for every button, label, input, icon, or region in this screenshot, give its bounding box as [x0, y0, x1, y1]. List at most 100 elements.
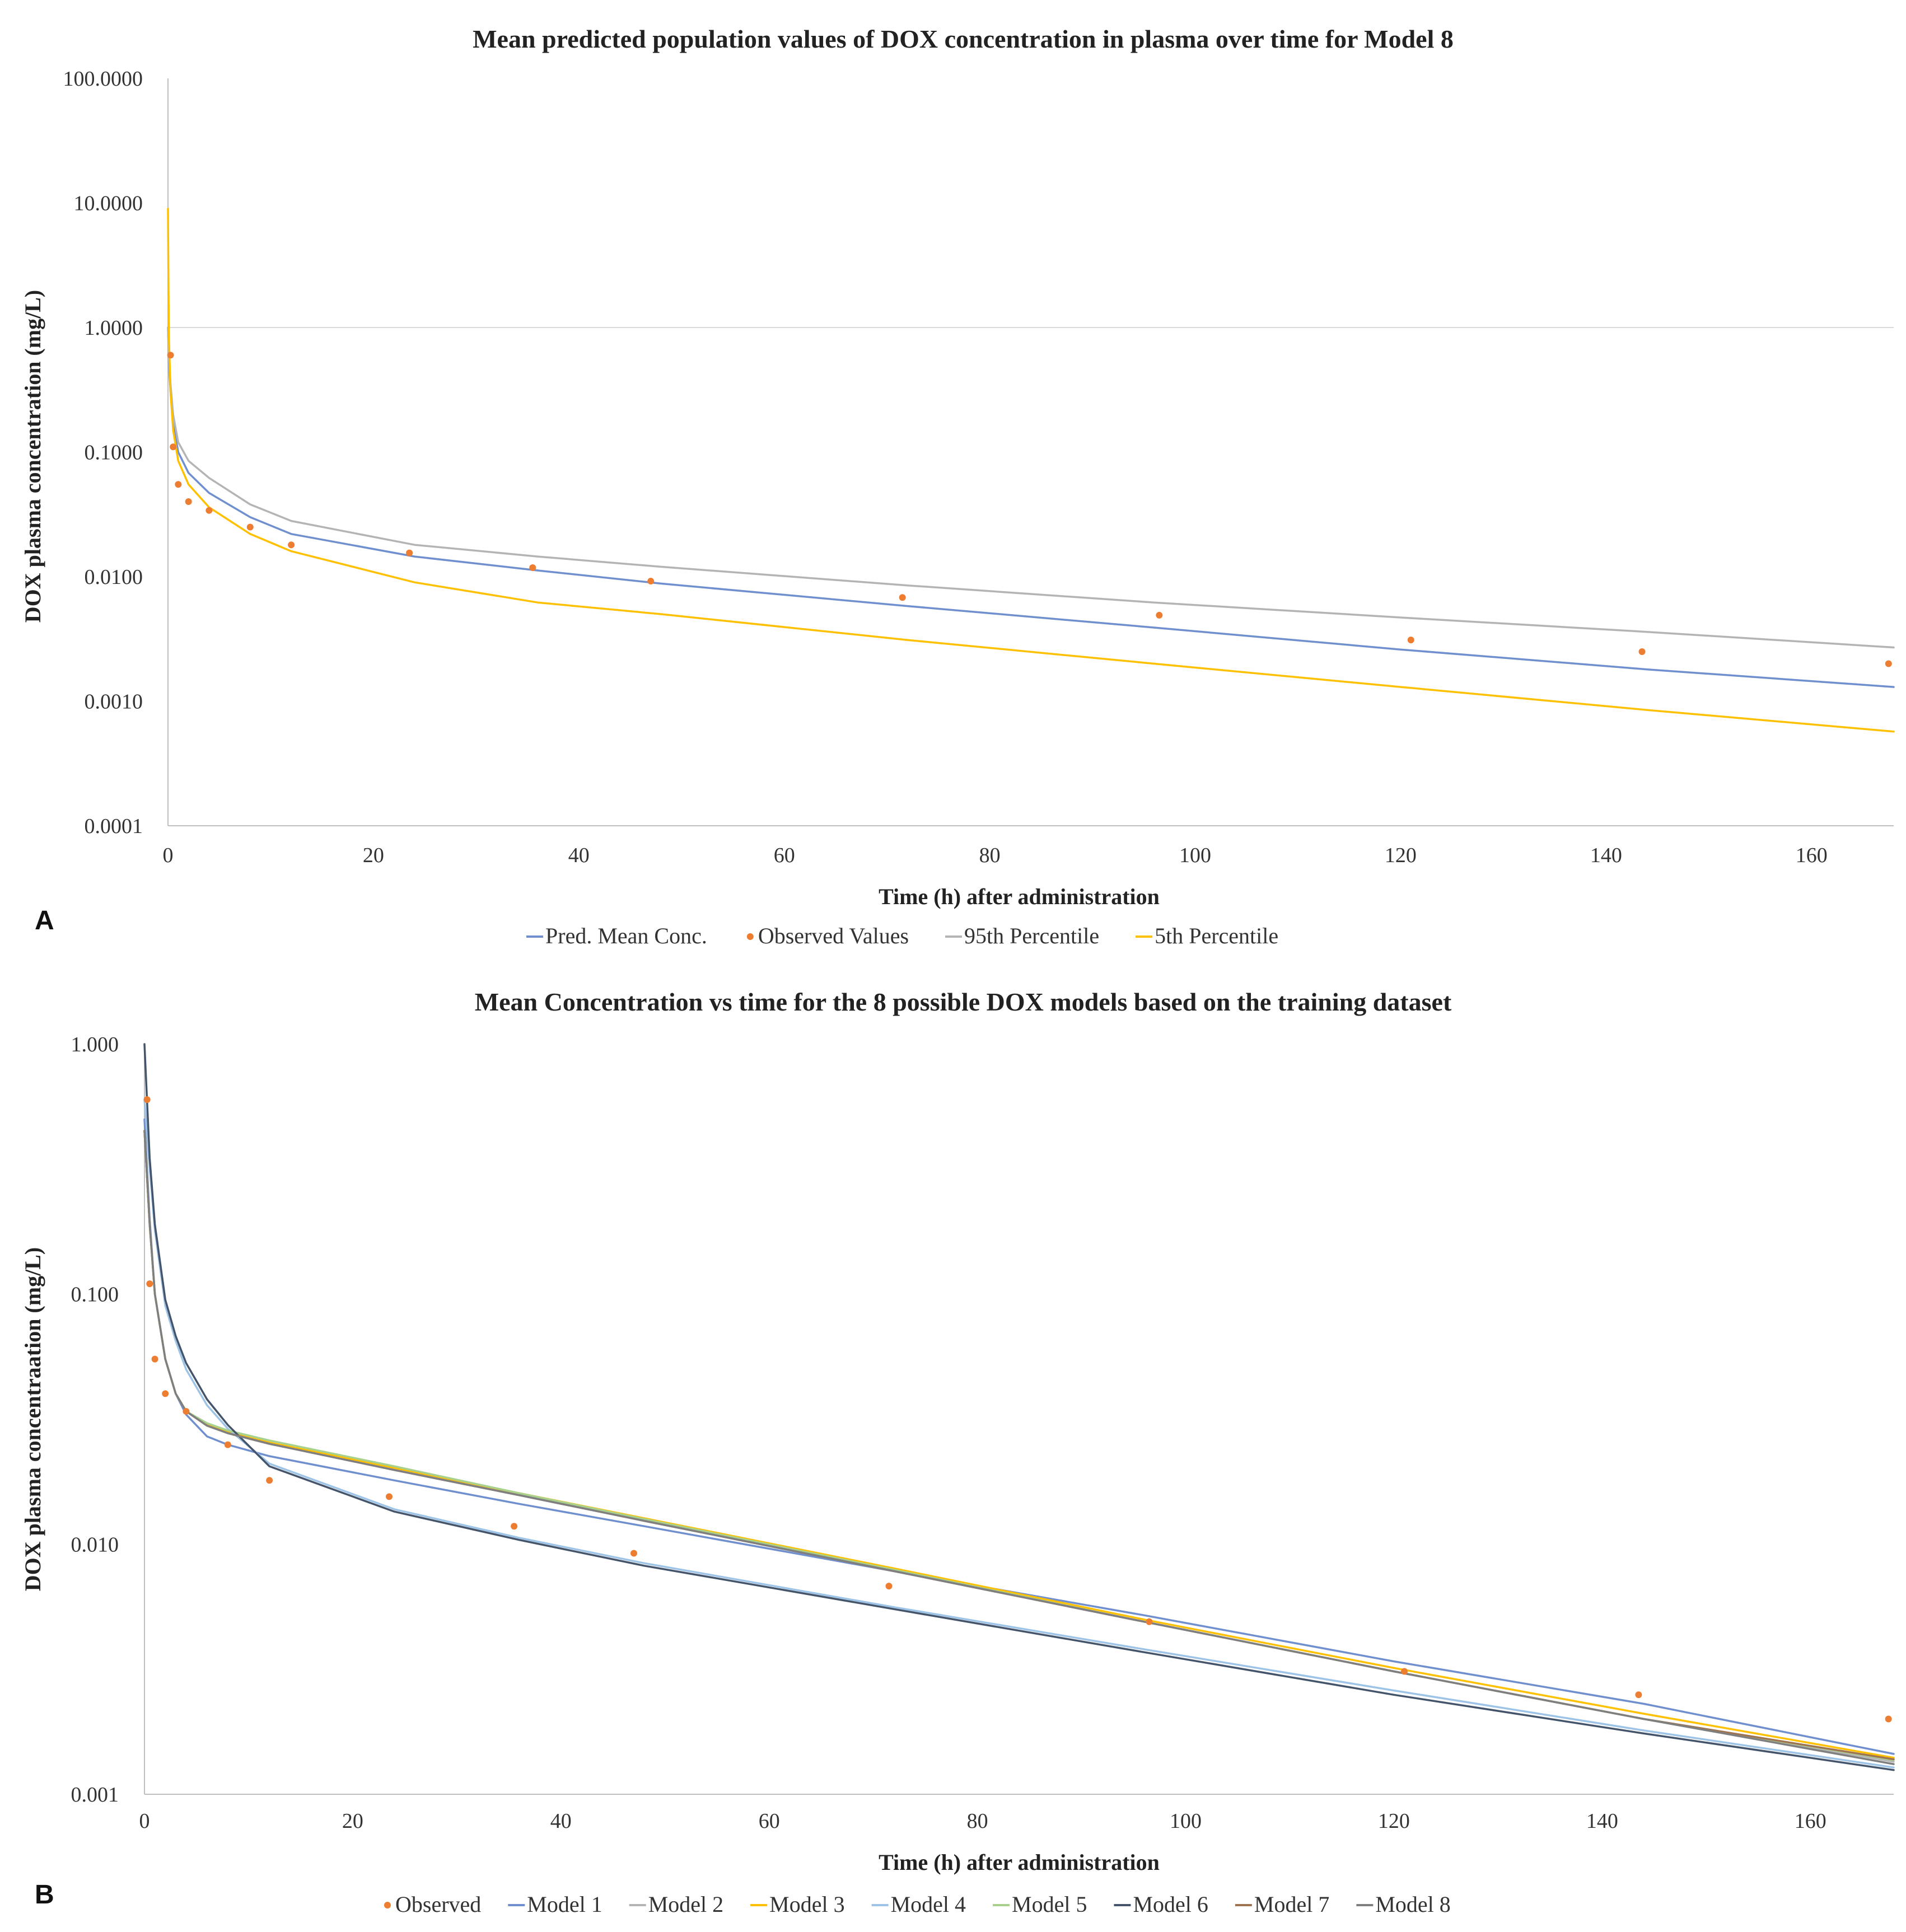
chart-a-point-observed-values — [205, 507, 213, 514]
chart-b-legend-label: Model 7 — [1254, 1892, 1329, 1917]
chart-a-line-5th-percentile — [167, 207, 1895, 733]
chart-a-legend-label: Pred. Mean Conc. — [545, 923, 707, 948]
chart-b-legend-item-model-8: Model 8 — [1356, 1892, 1451, 1917]
chart-a-x-ticks: 0 20 40 60 80 100 120 140 160 — [163, 844, 1828, 867]
chart-a-point-observed-values — [647, 578, 655, 585]
chart-a-y-ticks: 0.0001 0.0010 0.0100 0.1000 1.0000 10.0000 100… — [63, 67, 143, 838]
chart-b-line-model-3 — [143, 1130, 1895, 1759]
chart-a-x-tick-label: 100 — [1179, 844, 1211, 867]
chart-b-legend-item-model-2: Model 2 — [629, 1892, 723, 1917]
chart-b-line-model-4 — [143, 1098, 1895, 1769]
chart-b-y-ticks: 0.001 0.010 0.100 1.000 — [71, 1033, 119, 1807]
chart-b-point-observed — [183, 1407, 190, 1415]
chart-a-point-observed-values — [1885, 660, 1892, 667]
chart-b-legend-item-model-1: Model 1 — [508, 1892, 602, 1917]
chart-a-point-observed-values — [175, 481, 182, 488]
chart-b-line-model-8 — [143, 1130, 1895, 1765]
chart-b-point-observed — [511, 1523, 518, 1530]
chart-a-point-observed-values — [167, 352, 174, 359]
chart-b-legend-item-observed: Observed — [384, 1892, 481, 1917]
chart-b-x-tick-label: 80 — [967, 1809, 988, 1833]
chart-b-y-tick-label: 0.100 — [71, 1283, 119, 1307]
chart-b-legend-label: Model 6 — [1133, 1892, 1208, 1917]
chart-a-x-tick-label: 60 — [774, 844, 795, 867]
chart-a-line-pred-mean-conc — [167, 326, 1895, 688]
chart-b-x-tick-label: 0 — [139, 1809, 150, 1833]
chart-a-legend-item-95th-percentile: 95th Percentile — [945, 923, 1099, 948]
chart-b-y-tick-label: 0.010 — [71, 1533, 119, 1556]
chart-a-point-observed-values — [406, 549, 413, 556]
chart-b-legend-label: Model 5 — [1012, 1892, 1087, 1917]
chart-b-point-observed — [1401, 1668, 1408, 1675]
chart-b-legend-item-model-5: Model 5 — [993, 1892, 1087, 1917]
chart-a-point-observed-values — [288, 541, 295, 549]
chart-b-point-observed — [630, 1550, 637, 1557]
chart-b-y-tick-label: 0.001 — [71, 1783, 119, 1807]
chart-a-y-tick-label: 100.0000 — [63, 67, 143, 91]
chart-a-legend-item-observed-values: Observed Values — [746, 923, 909, 948]
chart-b-point-observed — [1146, 1618, 1153, 1625]
chart-a-y-axis-label: DOX plasma concentration (mg/L) — [20, 290, 45, 623]
chart-b-x-tick-label: 160 — [1795, 1809, 1826, 1833]
chart-b-legend-item-model-3: Model 3 — [750, 1892, 845, 1917]
chart-a-y-tick-label: 10.0000 — [74, 192, 143, 216]
chart-a-legend-label: Observed Values — [758, 923, 909, 948]
chart-a-legend-marker — [746, 933, 754, 940]
chart-b-line-model-6 — [143, 1043, 1895, 1771]
chart-a-y-tick-label: 0.0100 — [85, 565, 143, 589]
chart-b-x-tick-label: 120 — [1378, 1809, 1410, 1833]
chart-b-legend-label: Observed — [395, 1892, 481, 1917]
chart-a-x-tick-label: 20 — [363, 844, 384, 867]
chart-b-point-observed — [266, 1477, 273, 1484]
chart-b-point-observed — [151, 1355, 158, 1363]
chart-b-series — [143, 1043, 1895, 1771]
chart-a-y-tick-label: 1.0000 — [85, 316, 143, 340]
panel-a: Mean predicted population values of DOX … — [20, 25, 1895, 948]
chart-b-line-model-2 — [143, 1130, 1895, 1763]
chart-b-x-tick-label: 40 — [550, 1809, 572, 1833]
chart-a-series — [167, 207, 1895, 733]
chart-b-title: Mean Concentration vs time for the 8 pos… — [475, 988, 1452, 1016]
chart-a-gridlines — [167, 78, 1894, 826]
chart-b-legend-label: Model 1 — [527, 1892, 602, 1917]
chart-b-point-observed — [1635, 1691, 1642, 1699]
chart-a-point-observed-values — [185, 498, 192, 506]
chart-b-point-observed — [885, 1583, 893, 1590]
chart-a-point-observed-values — [1638, 648, 1646, 655]
chart-a-point-observed-values — [529, 564, 536, 572]
chart-a-x-tick-label: 160 — [1796, 844, 1828, 867]
chart-a-y-tick-label: 0.0010 — [85, 690, 143, 714]
panel-b: Mean Concentration vs time for the 8 pos… — [20, 988, 1895, 1917]
chart-a-x-tick-label: 140 — [1590, 844, 1622, 867]
chart-a-line-95th-percentile — [167, 326, 1895, 649]
chart-b-legend-marker — [384, 1902, 391, 1908]
chart-a-y-tick-label: 0.0001 — [85, 815, 143, 838]
chart-a-point-observed-values — [899, 594, 906, 601]
chart-b-x-tick-label: 20 — [342, 1809, 363, 1833]
chart-b-legend-label: Model 4 — [891, 1892, 966, 1917]
chart-b-legend-label: Model 3 — [769, 1892, 844, 1917]
chart-a-x-axis-label: Time (h) after administration — [879, 884, 1160, 909]
chart-b-point-observed — [224, 1441, 231, 1448]
chart-a-point-observed-values — [246, 523, 254, 531]
chart-b-legend-item-model-6: Model 6 — [1114, 1892, 1208, 1917]
chart-b-x-tick-label: 140 — [1586, 1809, 1618, 1833]
chart-b-line-model-5 — [143, 1130, 1895, 1761]
chart-b-y-axis-label: DOX plasma concentraation (mg/L) — [20, 1247, 45, 1591]
chart-a-title: Mean predicted population values of DOX … — [473, 25, 1454, 53]
chart-b-legend-item-model-4: Model 4 — [871, 1892, 966, 1917]
chart-b-x-ticks: 0 20 40 60 80 100 120 140 160 — [139, 1809, 1826, 1833]
chart-a-legend-item-pred-mean-conc: Pred. Mean Conc. — [526, 923, 707, 948]
chart-b-point-observed — [1885, 1715, 1892, 1723]
chart-b-legend: Observed Model 1 Model 2 Model 3 Model 4 Mode… — [384, 1892, 1451, 1917]
chart-a-y-tick-label: 0.1000 — [85, 441, 143, 465]
chart-b-point-observed — [385, 1493, 393, 1500]
chart-b-line-model-1 — [143, 1118, 1895, 1755]
chart-b-x-axis-label: Time (h) after administration — [879, 1850, 1160, 1875]
chart-a-legend: Pred. Mean Conc. Observed Values 95th Perc… — [526, 923, 1278, 948]
chart-a-x-tick-label: 80 — [979, 844, 1001, 867]
chart-a-legend-label: 5th Percentile — [1155, 923, 1278, 948]
chart-b-line-model-7 — [143, 1130, 1895, 1761]
chart-b-legend-label: Model 2 — [648, 1892, 723, 1917]
chart-a-x-tick-label: 40 — [568, 844, 590, 867]
